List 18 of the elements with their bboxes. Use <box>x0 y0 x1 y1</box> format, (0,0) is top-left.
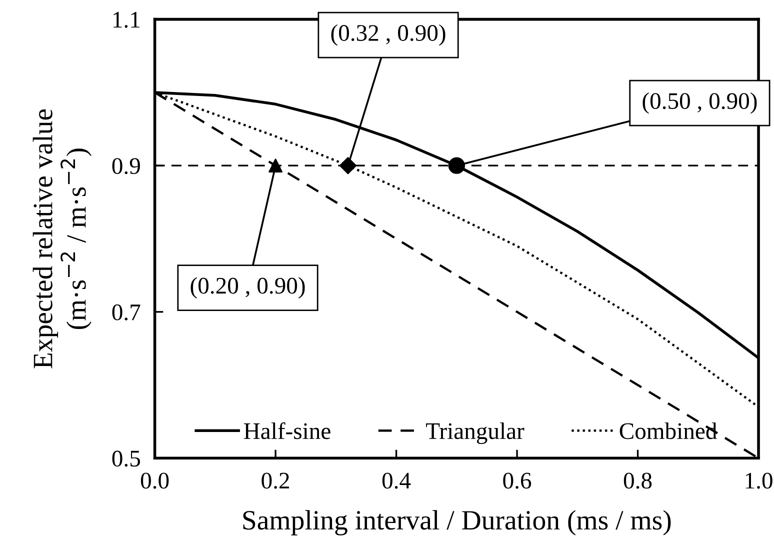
x-tick-label: 0.6 <box>503 472 532 489</box>
legend-label: Half-sine <box>244 422 330 440</box>
legend-label: Triangular <box>426 422 524 444</box>
annotation: (0.32 , 0.90) <box>331 24 446 46</box>
y-tick-label: 0.9 <box>112 158 140 174</box>
x-tick-label: 0.2 <box>262 472 289 489</box>
x-tick-label: 0.4 <box>382 472 411 489</box>
annotation: (0.50 , 0.90) <box>642 92 757 114</box>
x-tick-label: 0.8 <box>624 472 652 489</box>
y-tick-label: 0.7 <box>112 304 140 320</box>
annotation: (0.20 , 0.90) <box>190 277 305 299</box>
y-axis-title: Expected relative value (m·s$^{−2}$ / m·s$^{−2}$) <box>32 109 92 368</box>
legend-label: Combined <box>620 422 717 440</box>
x-tick-label: 1.0 <box>746 472 772 489</box>
x-tick-label: 0.0 <box>140 472 169 489</box>
y-tick-label: 0.5 <box>112 450 140 467</box>
x-axis-title: Sampling interval / Duration (ms / ms) <box>243 510 671 536</box>
y-tick-label: 1.1 <box>113 12 140 28</box>
